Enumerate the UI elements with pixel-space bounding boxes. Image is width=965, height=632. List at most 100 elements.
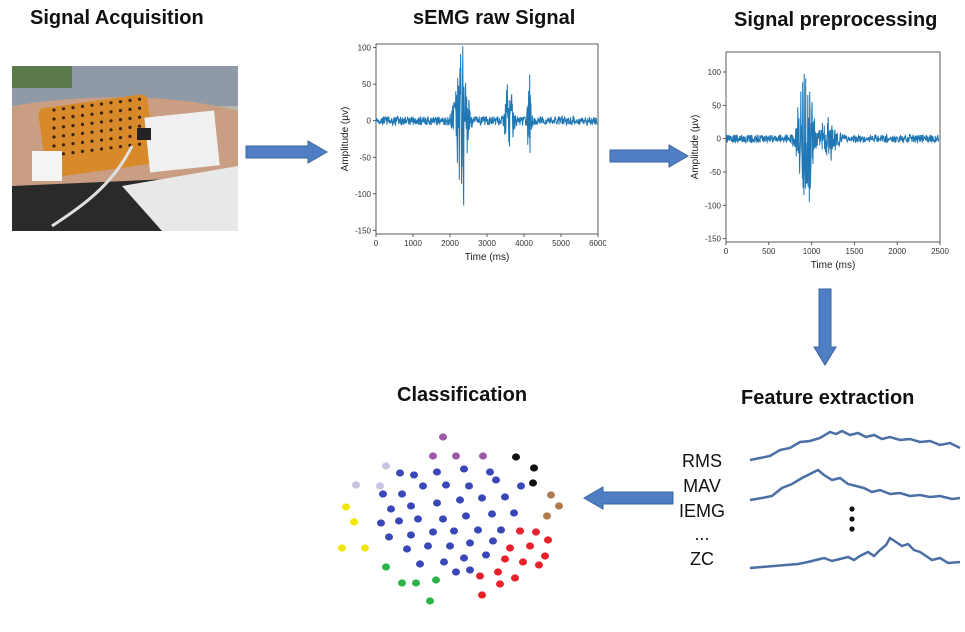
y-tick-label: 50 [712, 101, 721, 110]
cluster-point [410, 471, 418, 479]
x-tick-label: 3000 [478, 239, 496, 248]
x-tick-label: 1500 [846, 247, 864, 256]
cluster-point [338, 544, 346, 552]
cluster-point [382, 563, 390, 571]
electrode-array-photo [12, 66, 238, 231]
step-title-preprocessing: Signal preprocessing [734, 9, 938, 31]
cluster-point [544, 536, 552, 544]
cluster-point [433, 468, 441, 476]
cluster-point [532, 528, 540, 536]
cluster-point [379, 490, 387, 498]
x-tick-label: 1000 [404, 239, 422, 248]
cluster-point [555, 502, 563, 510]
y-tick-label: -50 [709, 168, 721, 177]
y-tick-label: 0 [717, 135, 722, 144]
cluster-point [416, 560, 424, 568]
cluster-point [452, 452, 460, 460]
x-tick-label: 5000 [552, 239, 570, 248]
cluster-point [450, 527, 458, 535]
cluster-point [382, 462, 390, 470]
cluster-point [387, 505, 395, 513]
cluster-point [407, 502, 415, 510]
cluster-point [412, 579, 420, 587]
cluster-point [350, 518, 358, 526]
feature-waveforms [749, 429, 961, 570]
cluster-point [403, 545, 411, 553]
feature-label-rms: RMS [682, 451, 722, 471]
ellipsis-dot [849, 516, 855, 522]
cluster-point [419, 482, 427, 490]
y-tick-label: -100 [355, 190, 372, 199]
cluster-point [456, 496, 464, 504]
x-tick-label: 0 [724, 247, 729, 256]
y-tick-label: 100 [358, 44, 372, 53]
cluster-point [460, 465, 468, 473]
signal-trace [375, 46, 598, 206]
cluster-point [465, 482, 473, 490]
cluster-point [547, 491, 555, 499]
cluster-point [385, 533, 393, 541]
cluster-point [439, 433, 447, 441]
step-title-features: Feature extraction [741, 387, 915, 409]
cluster-point [377, 519, 385, 527]
y-tick-label: 50 [362, 80, 371, 89]
x-axis-label: Time (ms) [465, 252, 510, 263]
x-axis-label: Time (ms) [811, 260, 856, 271]
plot-frame [375, 43, 599, 235]
x-tick-label: 0 [374, 239, 379, 248]
cluster-point [494, 568, 502, 576]
cluster-point [466, 539, 474, 547]
cluster-point [510, 509, 518, 517]
cluster-point [462, 512, 470, 520]
arrow-acquisition-to-raw [245, 140, 328, 164]
cluster-point [486, 468, 494, 476]
y-tick-label: -100 [705, 201, 722, 210]
cluster-point [439, 515, 447, 523]
feature-curve-mav [749, 468, 961, 502]
cluster-point [543, 512, 551, 520]
y-axis-label: Amplitude (µv) [690, 115, 701, 180]
cluster-point [511, 574, 519, 582]
cluster-point [496, 580, 504, 588]
x-tick-label: 500 [762, 247, 776, 256]
cluster-point [396, 469, 404, 477]
cluster-point [432, 576, 440, 584]
plot-frame [725, 51, 941, 243]
arrow-preprocessing-to-features [813, 288, 837, 366]
cluster-point [442, 481, 450, 489]
cluster-point [512, 453, 520, 461]
feature-label-ellipsis: ... [694, 524, 710, 544]
x-tick-label: 2500 [931, 247, 949, 256]
feature-label-zc: ZC [690, 549, 714, 569]
x-tick-label: 2000 [441, 239, 459, 248]
cluster-point [429, 452, 437, 460]
cluster-point [517, 482, 525, 490]
y-tick-label: -150 [705, 235, 722, 244]
cluster-point [482, 551, 490, 559]
cluster-point [476, 572, 484, 580]
y-tick-label: 100 [708, 68, 722, 77]
cluster-point [398, 579, 406, 587]
cluster-point [446, 542, 454, 550]
feature-curve-rms [749, 429, 961, 462]
cluster-point [488, 510, 496, 518]
ellipsis-dot [849, 526, 855, 532]
cluster-point [398, 490, 406, 498]
y-axis-label: Amplitude (µv) [340, 107, 351, 172]
cluster-point [452, 568, 460, 576]
cluster-point [535, 561, 543, 569]
cluster-point [429, 528, 437, 536]
feature-label-iemg: IEMG [678, 501, 725, 521]
cluster-point [478, 494, 486, 502]
y-tick-label: 0 [367, 117, 372, 126]
cluster-point [501, 555, 509, 563]
signal-trace [725, 73, 940, 203]
cluster-point [440, 558, 448, 566]
cluster-point [501, 493, 509, 501]
raw-signal-chart: 0 1000 2000 3000 4000 5000 6000 100 50 0 -50 -100 -1… [340, 43, 606, 263]
step-title-raw: sEMG raw Signal [413, 7, 576, 29]
x-tick-label: 1000 [803, 247, 821, 256]
cluster-point [474, 526, 482, 534]
cluster-point [526, 542, 534, 550]
